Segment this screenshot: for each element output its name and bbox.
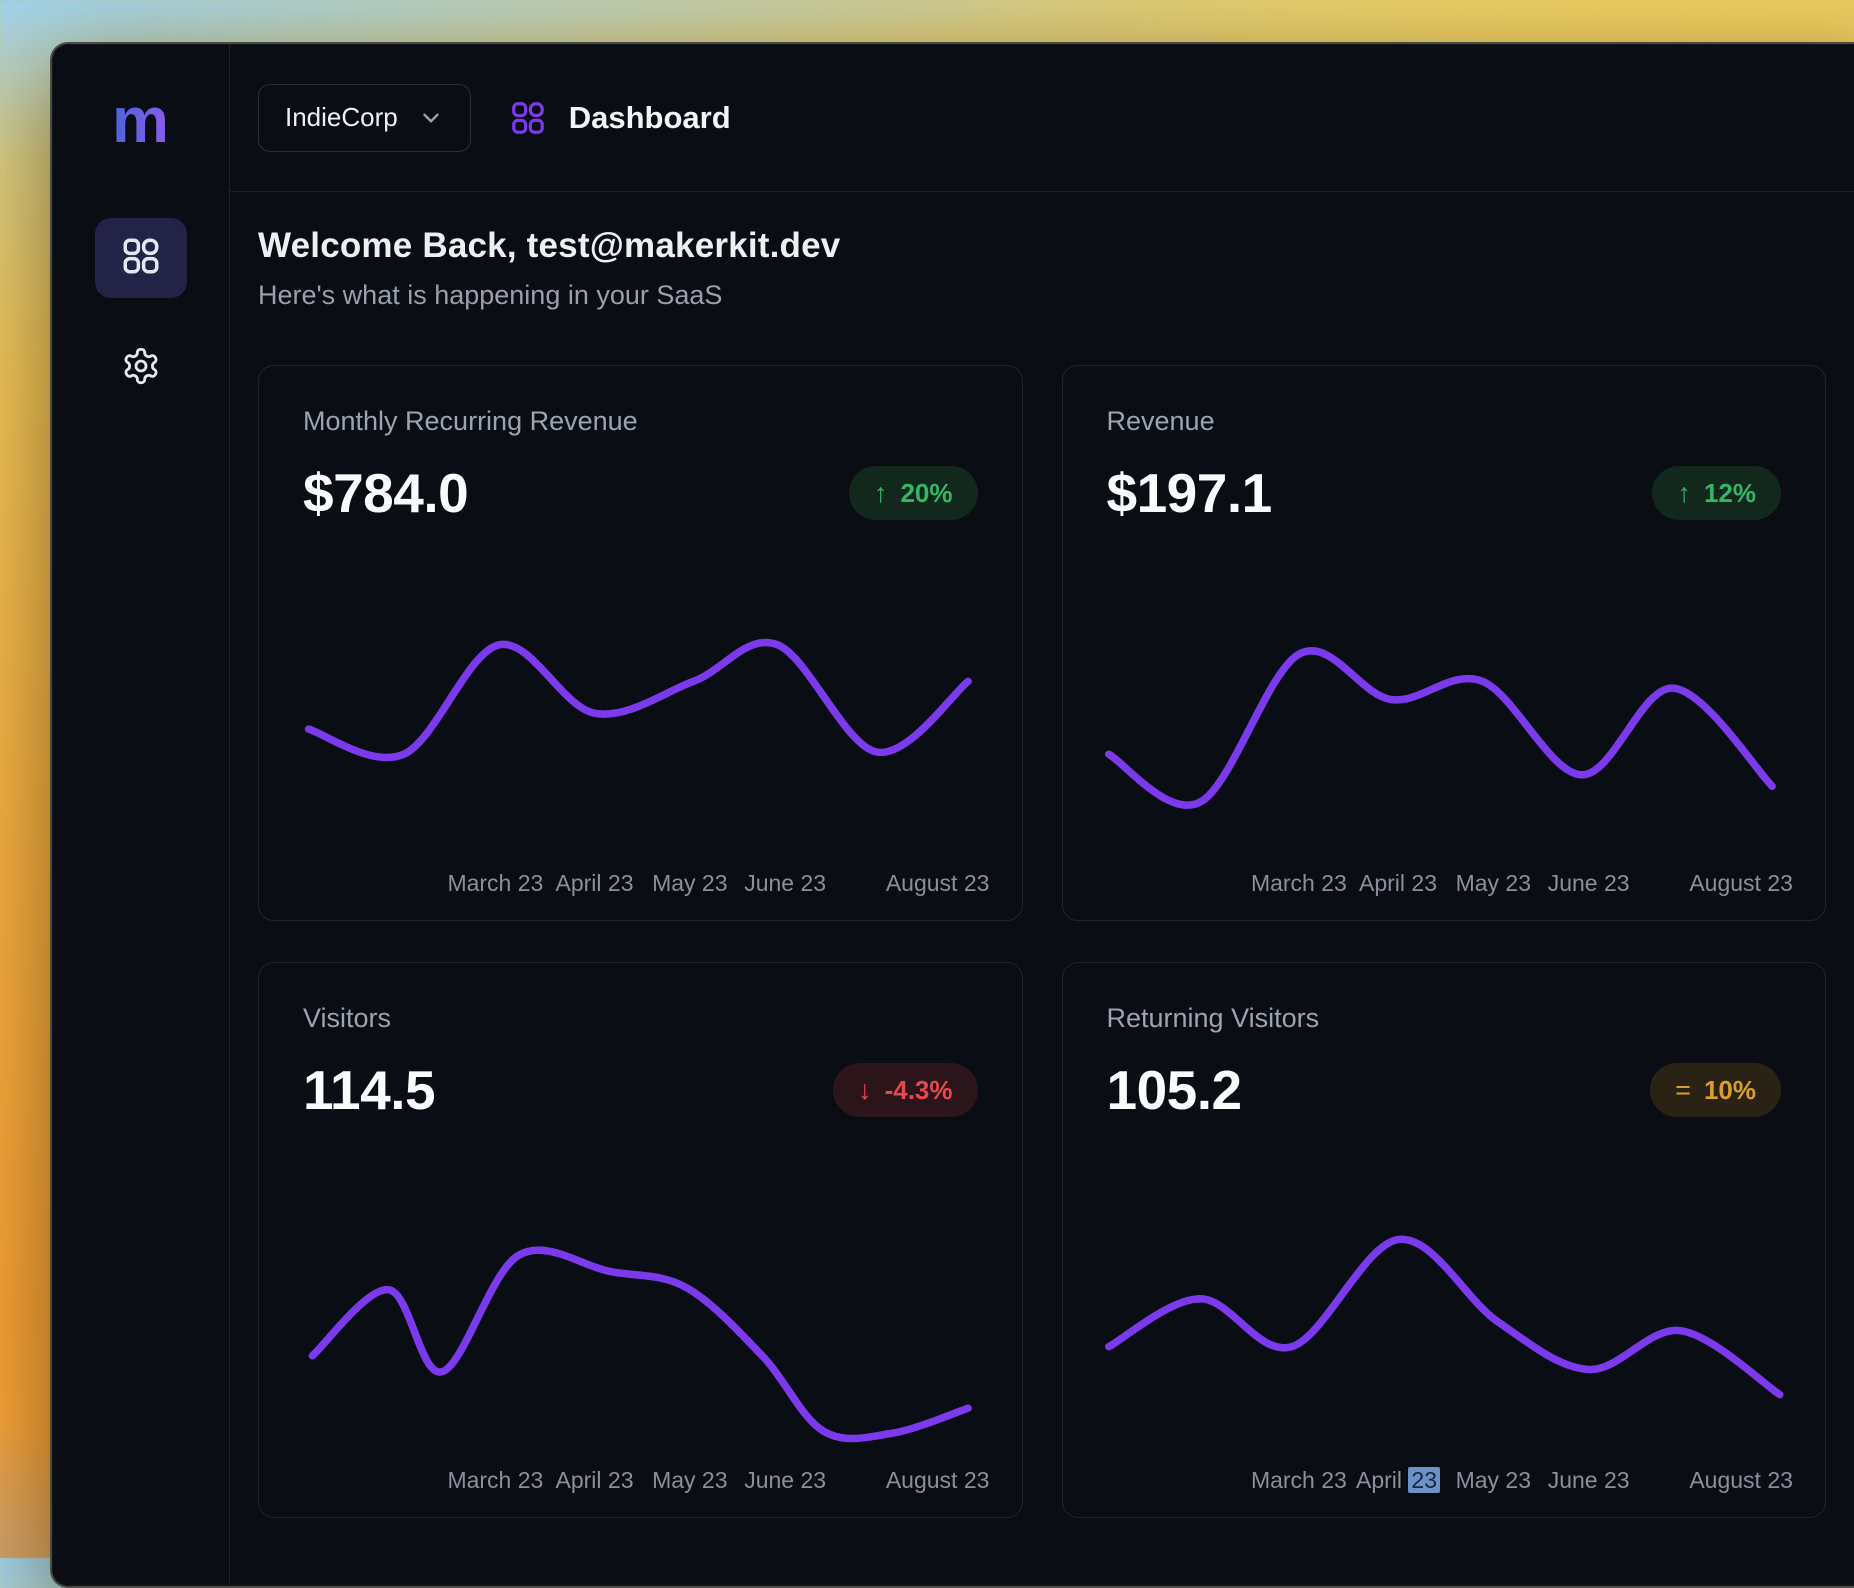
content-column: IndieCorp Dashboard Welcome Back (230, 44, 1854, 1586)
breadcrumb: Dashboard (509, 99, 731, 137)
line-chart[interactable] (259, 610, 1022, 862)
x-tick-label: April 23 (1359, 870, 1437, 897)
line-chart[interactable] (259, 1207, 1022, 1459)
x-tick-label: June 23 (744, 1467, 826, 1494)
chart-line (1108, 1239, 1779, 1394)
card-title: Returning Visitors (1107, 1003, 1782, 1034)
x-axis: March 23 April 23 May 23 June 23 August 23 (1063, 862, 1826, 908)
chart-line (1108, 651, 1771, 805)
x-tick-label: April 23 (1356, 1467, 1440, 1494)
x-tick-label: May 23 (1456, 1467, 1531, 1494)
selected-text: 23 (1408, 1467, 1440, 1493)
x-tick-label: May 23 (652, 870, 727, 897)
trend-arrow-icon: ↓ (858, 1077, 872, 1104)
x-tick-label: June 23 (1548, 1467, 1630, 1494)
page-title: Dashboard (569, 100, 731, 136)
metric-value: $784.0 (303, 461, 468, 525)
card-revenue: Revenue $197.1 ↑ 12% March 23 April 23 May… (1062, 365, 1827, 921)
stats-grid: Monthly Recurring Revenue $784.0 ↑ 20% M… (258, 365, 1826, 1518)
welcome-heading: Welcome Back, test@makerkit.dev (258, 226, 1826, 266)
trend-arrow-icon: ↑ (874, 480, 888, 507)
organization-switcher[interactable]: IndieCorp (258, 84, 471, 152)
x-tick-label: August 23 (886, 1467, 990, 1494)
card-title: Revenue (1107, 406, 1782, 437)
x-tick-label: May 23 (652, 1467, 727, 1494)
dashboard-grid-icon (120, 235, 162, 282)
trend-label: -4.3% (885, 1075, 953, 1106)
chart-line (309, 643, 969, 758)
x-tick-label: March 23 (1251, 870, 1347, 897)
organization-name: IndieCorp (285, 102, 398, 133)
main-content: Welcome Back, test@makerkit.dev Here's w… (230, 192, 1854, 1586)
sidebar-item-settings[interactable] (95, 328, 187, 408)
x-tick-label: April 23 (556, 1467, 634, 1494)
top-header: IndieCorp Dashboard (230, 44, 1854, 192)
trend-badge: ↑ 12% (1652, 466, 1781, 520)
x-tick-label: August 23 (1689, 1467, 1793, 1494)
gear-icon (121, 346, 161, 391)
x-tick-label: March 23 (1251, 1467, 1347, 1494)
metric-value: 105.2 (1107, 1058, 1242, 1122)
card-returning-visitors: Returning Visitors 105.2 = 10% March 23 A… (1062, 962, 1827, 1518)
metric-value: $197.1 (1107, 461, 1272, 525)
trend-arrow-icon: ↑ (1677, 480, 1691, 507)
x-axis: March 23 April 23 May 23 June 23 August 23 (1063, 1459, 1826, 1505)
app-logo[interactable]: m (112, 88, 169, 152)
trend-equals-icon: = (1675, 1077, 1691, 1104)
trend-badge: = 10% (1650, 1063, 1781, 1117)
sidebar: m (52, 44, 230, 1586)
welcome-subtitle: Here's what is happening in your SaaS (258, 280, 1826, 311)
trend-badge: ↑ 20% (849, 466, 978, 520)
x-tick-label: May 23 (1456, 870, 1531, 897)
x-tick-label: June 23 (1548, 870, 1630, 897)
chart-line (312, 1250, 968, 1438)
trend-label: 20% (900, 478, 952, 509)
line-chart[interactable] (1063, 1207, 1826, 1459)
x-axis: March 23 April 23 May 23 June 23 August 23 (259, 1459, 1022, 1505)
dashboard-page-icon (509, 99, 547, 137)
x-tick-label: August 23 (886, 870, 990, 897)
card-visitors: Visitors 114.5 ↓ -4.3% March 23April 23M… (258, 962, 1023, 1518)
metric-value: 114.5 (303, 1058, 435, 1122)
card-monthly-recurring-revenue: Monthly Recurring Revenue $784.0 ↑ 20% M… (258, 365, 1023, 921)
card-title: Monthly Recurring Revenue (303, 406, 978, 437)
desktop-wallpaper: { "sidebar": { "logo_text": "m", "items"… (0, 0, 1854, 1558)
sidebar-item-dashboard[interactable] (95, 218, 187, 298)
x-axis: March 23 April 23 May 23 June 23 August 23 (259, 862, 1022, 908)
x-tick-label: April 23 (556, 870, 634, 897)
card-title: Visitors (303, 1003, 978, 1034)
x-tick-label: March 23 (447, 870, 543, 897)
x-tick-label: June 23 (744, 870, 826, 897)
chevron-down-icon (418, 105, 444, 131)
trend-label: 12% (1704, 478, 1756, 509)
x-tick-label: August 23 (1689, 870, 1793, 897)
x-tick-label: March 23 (447, 1467, 543, 1494)
app-window: m IndieCorp (50, 42, 1854, 1588)
trend-badge: ↓ -4.3% (833, 1063, 977, 1117)
trend-label: 10% (1704, 1075, 1756, 1106)
line-chart[interactable] (1063, 610, 1826, 862)
